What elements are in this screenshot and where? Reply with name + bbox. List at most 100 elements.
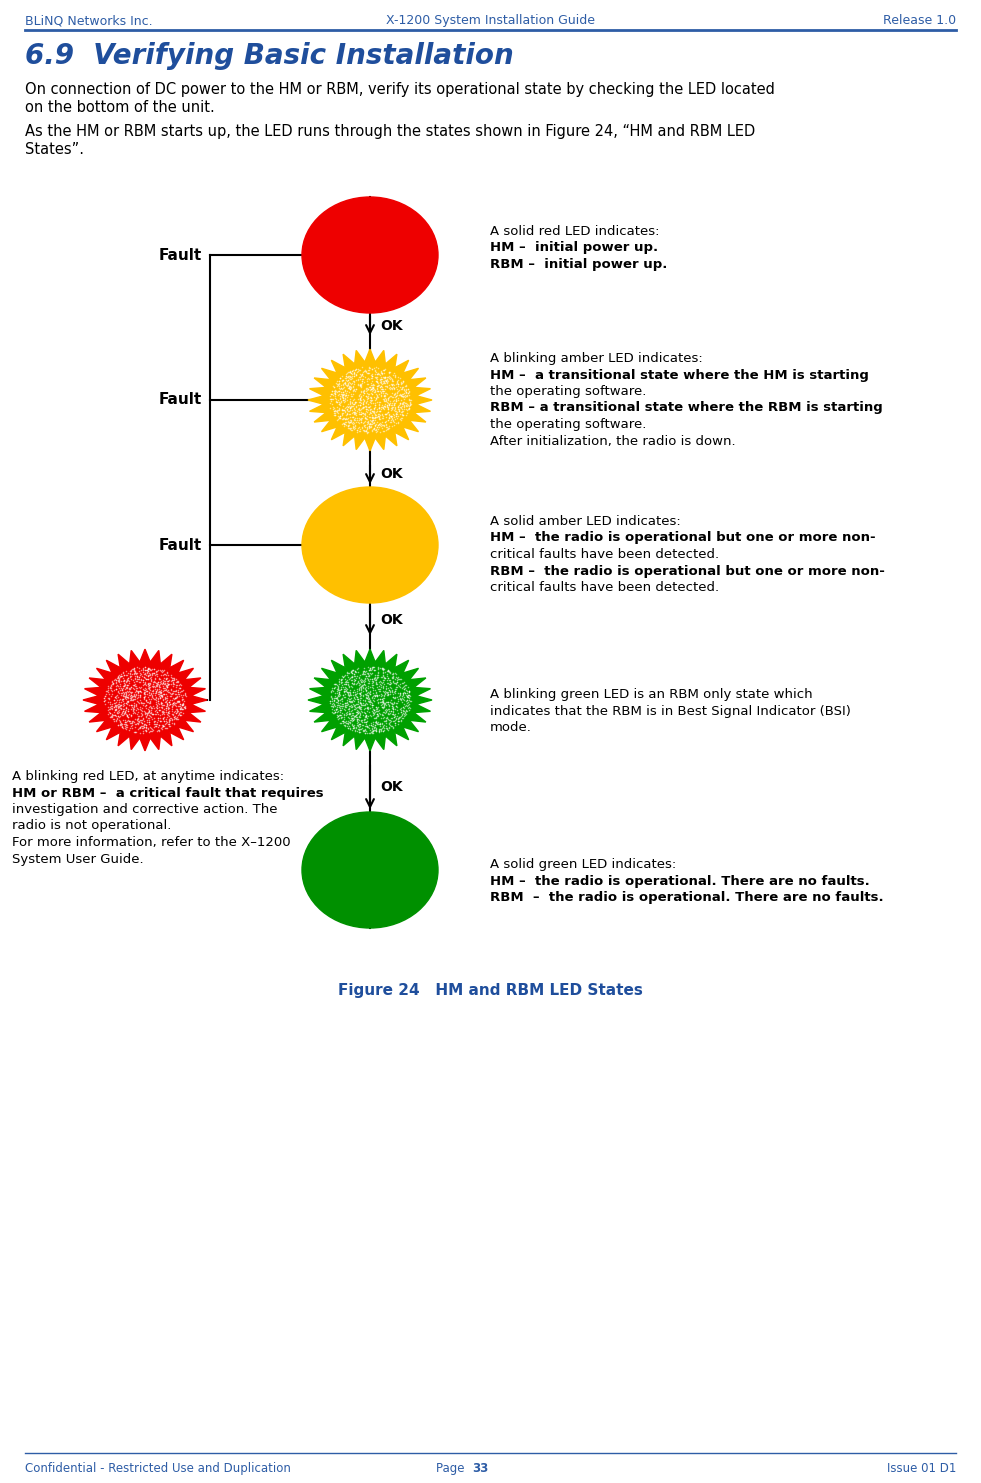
- Point: [339, 691, 355, 715]
- Point: [324, 684, 339, 707]
- Point: [372, 362, 387, 386]
- Point: [384, 664, 399, 688]
- Point: [352, 701, 368, 725]
- Point: [366, 402, 382, 426]
- Point: [357, 697, 373, 721]
- Point: [353, 374, 369, 397]
- Point: [352, 406, 368, 430]
- Point: [354, 363, 370, 387]
- Point: [161, 698, 177, 722]
- Point: [337, 371, 353, 394]
- Point: [375, 377, 390, 400]
- Point: [375, 684, 390, 707]
- Point: [388, 384, 404, 408]
- Point: [166, 701, 181, 725]
- Point: [349, 685, 365, 709]
- Point: [363, 415, 379, 439]
- Point: [379, 672, 394, 696]
- Point: [349, 670, 365, 694]
- Point: [119, 690, 134, 713]
- Point: [120, 687, 135, 710]
- Point: [330, 704, 345, 728]
- Point: [345, 389, 361, 412]
- Point: [340, 704, 356, 728]
- Point: [375, 669, 390, 693]
- Point: [338, 397, 354, 421]
- Point: [374, 359, 389, 383]
- Point: [350, 707, 366, 731]
- Point: [142, 672, 158, 696]
- Point: [376, 718, 391, 742]
- Point: [120, 669, 135, 693]
- Point: [351, 694, 367, 718]
- Point: [365, 694, 381, 718]
- Point: [339, 693, 355, 716]
- Point: [159, 660, 175, 684]
- Point: [128, 684, 143, 707]
- Point: [114, 715, 129, 739]
- Point: [119, 713, 134, 737]
- Point: [381, 400, 396, 424]
- Point: [345, 365, 361, 389]
- Point: [396, 670, 412, 694]
- Point: [118, 710, 133, 734]
- Text: radio is not operational.: radio is not operational.: [12, 820, 172, 832]
- Point: [129, 664, 145, 688]
- Point: [133, 709, 149, 733]
- Point: [171, 703, 186, 727]
- Point: [130, 685, 146, 709]
- Point: [134, 667, 150, 691]
- Point: [349, 700, 365, 724]
- Point: [361, 396, 377, 420]
- Point: [137, 661, 153, 685]
- Point: [364, 721, 380, 744]
- Point: [322, 690, 337, 713]
- Point: [137, 712, 153, 736]
- Point: [358, 678, 374, 701]
- Point: [325, 679, 340, 703]
- Point: [365, 685, 381, 709]
- Point: [134, 673, 150, 697]
- Point: [394, 384, 410, 408]
- Point: [108, 676, 124, 700]
- Point: [373, 412, 388, 436]
- Point: [362, 412, 378, 436]
- Point: [367, 409, 383, 433]
- Point: [332, 384, 347, 408]
- Point: [381, 681, 396, 704]
- Point: [345, 374, 361, 397]
- Point: [330, 675, 345, 698]
- Point: [327, 694, 342, 718]
- Point: [161, 696, 177, 719]
- Point: [330, 372, 345, 396]
- Point: [152, 679, 168, 703]
- Point: [149, 700, 165, 724]
- Point: [337, 667, 353, 691]
- Point: [397, 681, 413, 704]
- Point: [146, 657, 162, 681]
- Point: [333, 694, 348, 718]
- Point: [344, 694, 360, 718]
- Point: [362, 394, 378, 418]
- Point: [128, 660, 143, 684]
- Point: [379, 716, 394, 740]
- Point: [380, 392, 395, 415]
- Point: [364, 387, 380, 411]
- Point: [326, 693, 341, 716]
- Point: [136, 687, 152, 710]
- Point: [133, 710, 149, 734]
- Point: [126, 698, 141, 722]
- Point: [116, 675, 131, 698]
- Point: [349, 399, 365, 423]
- Point: [389, 670, 405, 694]
- Point: [110, 681, 126, 704]
- Point: [372, 372, 387, 396]
- Point: [111, 664, 127, 688]
- Point: [364, 698, 380, 722]
- Point: [338, 374, 354, 397]
- Point: [380, 369, 395, 393]
- Point: [360, 392, 376, 415]
- Point: [340, 685, 356, 709]
- Point: [329, 397, 344, 421]
- Point: [158, 694, 174, 718]
